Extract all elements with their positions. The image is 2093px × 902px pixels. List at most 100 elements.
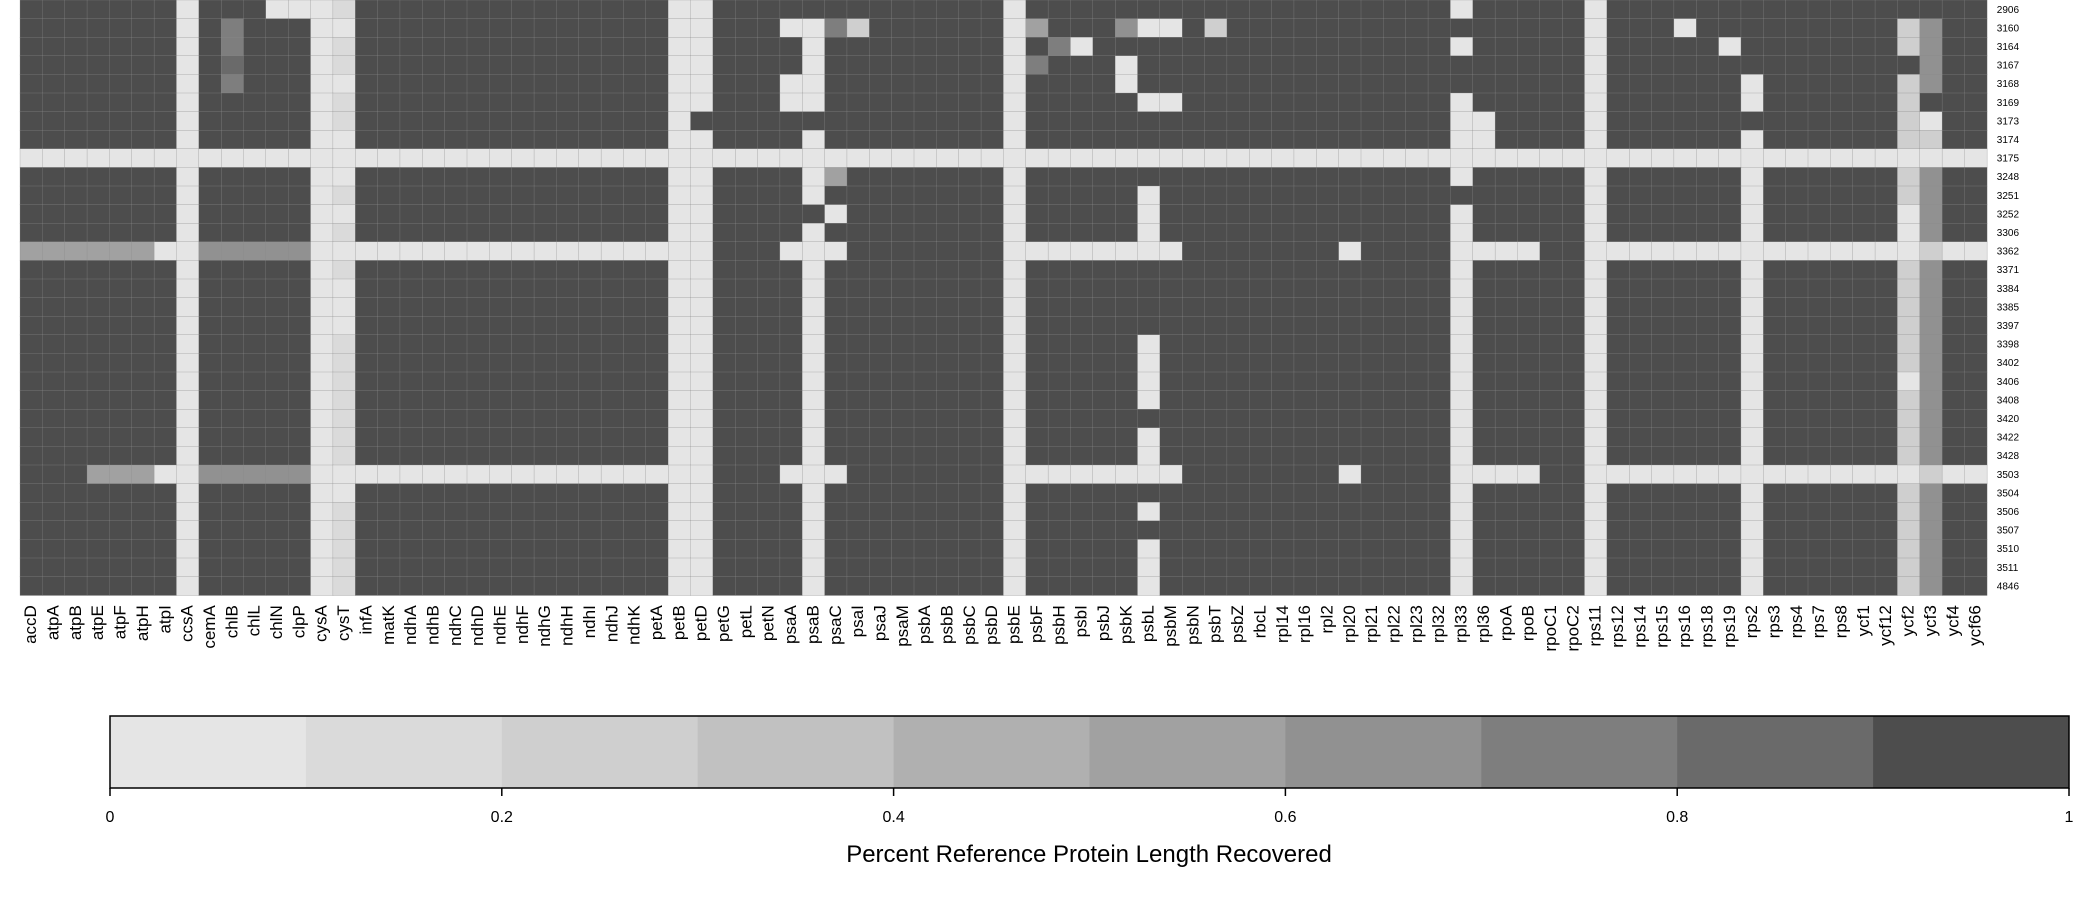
heatmap-cell-3420-psaM bbox=[891, 409, 915, 429]
heatmap-cell-3167-psaJ bbox=[869, 55, 893, 75]
heatmap-cell-3428-infA bbox=[355, 446, 379, 466]
heatmap-cell-3511-atpH bbox=[131, 557, 155, 578]
heatmap-cell-3511-psaC bbox=[824, 557, 848, 578]
heatmap-cell-4846-psbZ bbox=[1226, 576, 1250, 596]
heatmap-cell-4846-rps11 bbox=[1584, 576, 1608, 596]
heatmap-cell-3384-rps8 bbox=[1830, 278, 1854, 299]
heatmap-cell-3174-rpl20 bbox=[1338, 130, 1362, 150]
heatmap-cell-3173-rps4 bbox=[1785, 111, 1809, 131]
heatmap-cell-3164-ndhE bbox=[489, 37, 513, 57]
heatmap-cell-3362-ycf1 bbox=[1852, 241, 1876, 261]
heatmap-cell-3420-ndhK bbox=[623, 409, 647, 429]
heatmap-cell-3503-chlL bbox=[243, 464, 267, 485]
heatmap-cell-3167-chlN bbox=[265, 55, 289, 75]
heatmap-cell-3306-psbK bbox=[1115, 223, 1138, 243]
heatmap-cell-3402-cysT bbox=[332, 353, 356, 373]
heatmap-cell-3397-ycf3 bbox=[1919, 316, 1943, 336]
legend-bin-0 bbox=[110, 716, 307, 788]
heatmap-cell-3510-ndhB bbox=[422, 539, 446, 559]
heatmap-cell-3168-clpP bbox=[288, 74, 312, 94]
heatmap-cell-3384-psbH bbox=[1047, 278, 1071, 299]
heatmap-cell-3402-rpoA bbox=[1494, 353, 1518, 373]
heatmap-cell-3511-ndhE bbox=[489, 557, 513, 578]
heatmap-cell-3173-ycf3 bbox=[1919, 111, 1943, 131]
heatmap-cell-3248-ccsA bbox=[176, 167, 200, 187]
legend-tick-label-0.6: 0.6 bbox=[1274, 809, 1296, 826]
heatmap-cell-3503-rps16 bbox=[1673, 464, 1697, 485]
heatmap-cell-3173-psbZ bbox=[1226, 111, 1250, 131]
heatmap-cell-3174-ndhE bbox=[489, 130, 513, 150]
heatmap-cell-3385-petD bbox=[690, 297, 714, 317]
heatmap-cell-3402-psaM bbox=[891, 353, 915, 373]
heatmap-cell-3397-ycf1 bbox=[1852, 316, 1876, 336]
heatmap-cell-3504-chlN bbox=[265, 483, 289, 503]
heatmap-cell-3173-rps15 bbox=[1651, 111, 1675, 131]
heatmap-cell-3397-petL bbox=[735, 316, 759, 336]
heatmap-cell-3504-rps14 bbox=[1629, 483, 1652, 503]
heatmap-cell-3362-atpI bbox=[153, 241, 177, 261]
heatmap-cell-3402-rpl33 bbox=[1450, 353, 1474, 373]
heatmap-cell-3167-ndhK bbox=[623, 55, 647, 75]
heatmap-cell-3168-ndhB bbox=[422, 74, 446, 94]
heatmap-cell-3169-psbE bbox=[1003, 92, 1027, 113]
heatmap-cell-3507-petG bbox=[712, 520, 736, 540]
heatmap-cell-3252-rpoC1 bbox=[1539, 204, 1563, 224]
heatmap-cell-2906-psbF bbox=[1025, 0, 1049, 20]
heatmap-cell-3402-psaC bbox=[824, 353, 848, 373]
heatmap-cell-3406-ndhG bbox=[533, 371, 557, 392]
heatmap-cell-3397-petG bbox=[712, 316, 736, 336]
heatmap-cells bbox=[19, 0, 1988, 596]
heatmap-cell-3174-petA bbox=[645, 130, 669, 150]
heatmap-cell-3173-rps14 bbox=[1629, 111, 1652, 131]
heatmap-cell-3306-atpB bbox=[64, 223, 88, 243]
heatmap-cell-3503-rpl22 bbox=[1383, 464, 1407, 485]
heatmap-cell-3164-ccsA bbox=[176, 37, 200, 57]
heatmap-cell-3248-rps4 bbox=[1785, 167, 1809, 187]
heatmap-cell-3168-rps2 bbox=[1740, 74, 1764, 94]
heatmap-cell-3251-rpl36 bbox=[1472, 185, 1496, 206]
heatmap-cell-4846-psbF bbox=[1025, 576, 1049, 596]
heatmap-cell-3362-atpF bbox=[109, 241, 133, 261]
heatmap-cell-3398-psbL bbox=[1137, 334, 1161, 354]
heatmap-cell-3252-rpl32 bbox=[1427, 204, 1451, 224]
heatmap-cell-3175-rpl21 bbox=[1360, 148, 1384, 168]
heatmap-cell-3511-rpoC1 bbox=[1539, 557, 1563, 578]
heatmap-cell-3511-atpA bbox=[42, 557, 66, 578]
heatmap-cell-3506-psbA bbox=[913, 502, 937, 522]
heatmap-cell-3167-petL bbox=[735, 55, 759, 75]
heatmap-cell-3164-psbZ bbox=[1226, 37, 1250, 57]
heatmap-cell-3402-rps15 bbox=[1651, 353, 1675, 373]
heatmap-cell-3164-rps14 bbox=[1629, 37, 1652, 57]
heatmap-cell-3422-psaM bbox=[891, 427, 915, 447]
heatmap-cell-3397-clpP bbox=[288, 316, 312, 336]
heatmap-cell-3420-rps3 bbox=[1763, 409, 1787, 429]
heatmap-cell-3168-ccsA bbox=[176, 74, 200, 94]
heatmap-cell-3507-psbD bbox=[980, 520, 1004, 540]
heatmap-cell-3164-petN bbox=[757, 37, 781, 57]
heatmap-cell-3164-psaI bbox=[846, 37, 870, 57]
heatmap-cell-3510-ndhE bbox=[489, 539, 513, 559]
heatmap-cell-2906-ndhF bbox=[511, 0, 535, 20]
heatmap-cell-3175-ycf2 bbox=[1897, 148, 1921, 168]
heatmap-cell-3248-psbA bbox=[913, 167, 937, 187]
heatmap-cell-3506-psbN bbox=[1182, 502, 1205, 522]
heatmap-cell-2906-matK bbox=[377, 0, 401, 20]
heatmap-cell-3371-psbN bbox=[1182, 260, 1205, 280]
heatmap-cell-3420-ccsA bbox=[176, 409, 200, 429]
heatmap-cell-2906-psaI bbox=[846, 0, 870, 20]
heatmap-cell-3173-chlN bbox=[265, 111, 289, 131]
heatmap-cell-3362-rps2 bbox=[1740, 241, 1764, 261]
heatmap-cell-3371-cysT bbox=[332, 260, 356, 280]
heatmap-cell-3398-ycf4 bbox=[1941, 334, 1965, 354]
heatmap-cell-3174-psbZ bbox=[1226, 130, 1250, 150]
heatmap-cell-3504-petL bbox=[735, 483, 759, 503]
heatmap-cell-3173-chlB bbox=[220, 111, 244, 131]
heatmap-cell-3510-rpl32 bbox=[1427, 539, 1451, 559]
heatmap-cell-3362-rps16 bbox=[1673, 241, 1697, 261]
column-label-rps3: rps3 bbox=[1764, 605, 1783, 638]
heatmap-cell-3422-psbZ bbox=[1226, 427, 1250, 447]
heatmap-cell-4846-petD bbox=[690, 576, 714, 596]
heatmap-cell-3175-psbB bbox=[936, 148, 960, 168]
heatmap-cell-3362-petD bbox=[690, 241, 714, 261]
heatmap-cell-3168-rps8 bbox=[1830, 74, 1854, 94]
